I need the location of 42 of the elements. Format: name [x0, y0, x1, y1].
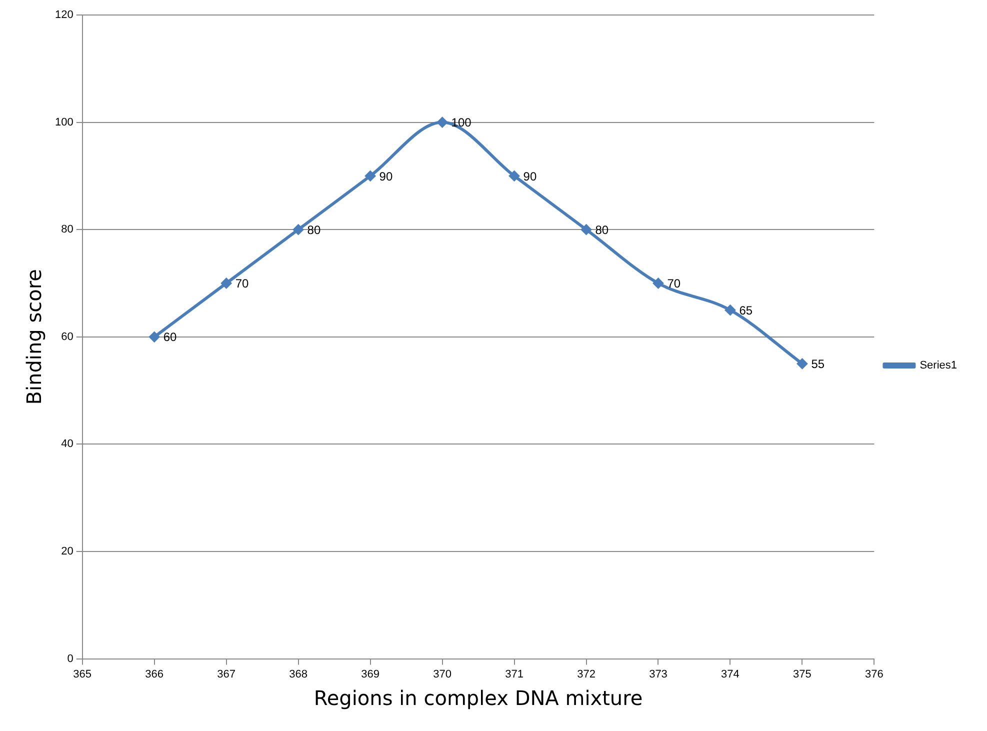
point: [796, 358, 808, 370]
x-tick-label: 367: [217, 668, 236, 680]
x-tick-label: 366: [145, 668, 164, 680]
data-label: 80: [307, 222, 321, 237]
point: [436, 116, 448, 128]
y-tick-label: 120: [54, 9, 74, 22]
x-tick-label: 369: [361, 668, 380, 680]
x-tick-label: 374: [721, 668, 740, 680]
point: [148, 331, 160, 342]
data-label: 70: [667, 276, 681, 291]
point: [220, 278, 232, 289]
data-label: 90: [523, 169, 537, 184]
data-label: 100: [451, 116, 472, 130]
data-label: 60: [163, 330, 178, 344]
point: [364, 170, 376, 182]
data-label: 90: [379, 169, 393, 184]
x-tick-label: 371: [505, 668, 524, 680]
y-tick-label: 60: [61, 330, 74, 343]
x-tick-label: 372: [577, 668, 596, 680]
x-tick-label: 373: [649, 668, 668, 680]
y-tick-label: 20: [61, 546, 74, 558]
point: [508, 170, 520, 182]
point: [580, 224, 592, 236]
legend-label: Series1: [920, 360, 957, 372]
y-tick-label: 40: [61, 438, 74, 450]
y-tick-label: 100: [54, 116, 74, 128]
data-label: 65: [739, 303, 753, 318]
data-label: 55: [811, 357, 825, 372]
x-tick-label: 368: [289, 668, 308, 680]
x-axis-title: Regions in complex DNA mixture: [314, 686, 643, 710]
y-tick-label: 80: [61, 224, 74, 236]
x-tick-label: 375: [793, 668, 812, 680]
x-tick-label: 376: [865, 668, 884, 680]
data-label: 70: [235, 276, 249, 291]
y-axis-title: Binding score: [22, 269, 46, 405]
x-tick-label: 370: [433, 668, 452, 680]
data-label: 80: [595, 222, 609, 237]
y-tick-label: 0: [67, 652, 74, 665]
point: [724, 304, 736, 316]
point: [652, 278, 664, 289]
x-tick-label: 365: [73, 668, 92, 680]
point: [292, 224, 304, 236]
